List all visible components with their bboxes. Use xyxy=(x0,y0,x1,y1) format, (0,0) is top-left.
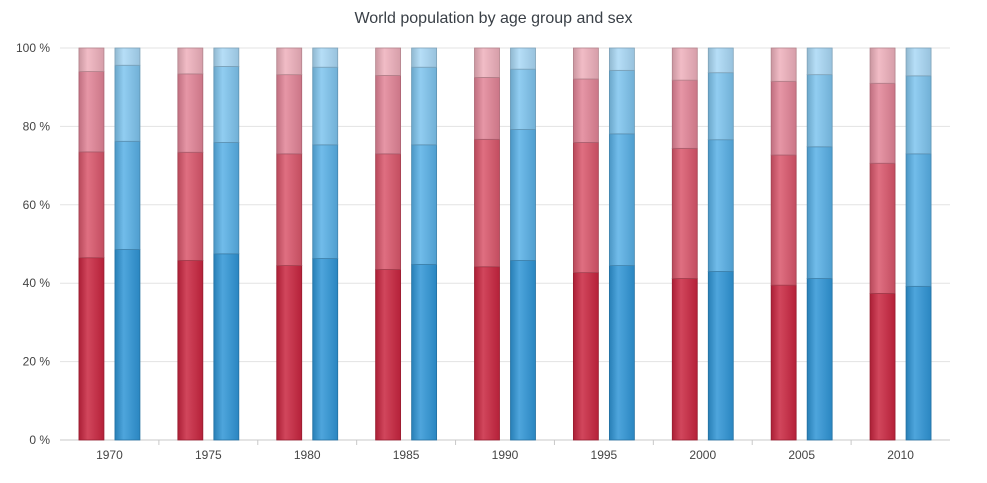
bar-segment xyxy=(572,272,599,441)
bar-segment xyxy=(671,147,698,279)
bar-segment xyxy=(905,153,932,287)
bar-segment xyxy=(474,266,500,441)
y-tick-label: 100 % xyxy=(16,41,50,55)
bar-segment xyxy=(276,47,303,76)
bar-segment xyxy=(312,66,339,146)
bar-segment xyxy=(770,47,797,82)
x-tick-label: 2000 xyxy=(689,448,716,462)
bar-segment xyxy=(411,66,438,146)
bar-segment xyxy=(770,284,797,441)
chart-title: World population by age group and sex xyxy=(354,10,633,27)
bar-segment xyxy=(375,47,402,76)
bar-segment xyxy=(78,71,105,153)
bar-segment xyxy=(806,74,833,148)
bar-segment xyxy=(905,75,932,155)
x-tick-label: 1980 xyxy=(294,448,321,462)
bar-segment xyxy=(276,265,303,441)
bar-segment xyxy=(411,263,438,441)
bar-segment xyxy=(770,80,797,156)
x-tick-label: 1990 xyxy=(492,448,519,462)
bar-segment xyxy=(572,47,599,80)
bar-segment xyxy=(806,146,833,279)
bar-segment xyxy=(671,278,698,441)
bar-segment xyxy=(510,47,536,70)
bar-segment xyxy=(177,47,204,75)
bar-segment xyxy=(114,64,141,142)
bar-segment xyxy=(770,154,797,286)
bar-segment xyxy=(411,144,438,265)
bar-segment xyxy=(375,269,402,441)
x-tick-label: 1975 xyxy=(195,448,222,462)
bar-segment xyxy=(572,142,599,274)
bar-segment xyxy=(905,47,932,77)
bar-segment xyxy=(114,249,141,441)
bar-segment xyxy=(213,142,240,255)
bar-segment xyxy=(411,47,438,68)
bar-segment xyxy=(869,162,896,294)
x-tick-label: 2010 xyxy=(887,448,914,462)
bar-segment xyxy=(905,285,932,441)
bar-segment xyxy=(608,133,635,266)
bar-segment xyxy=(375,153,402,270)
bar-segment xyxy=(707,139,734,272)
bar-segment xyxy=(707,47,734,74)
bar-segment xyxy=(213,253,240,441)
y-tick-label: 20 % xyxy=(23,355,51,369)
bar-segment xyxy=(312,47,339,68)
bar-segment xyxy=(474,47,500,78)
bar-segment xyxy=(213,66,240,143)
bar-segment xyxy=(78,257,105,441)
bar-segment xyxy=(78,151,105,259)
bar-segment xyxy=(608,47,635,71)
bar-segment xyxy=(510,68,536,130)
bar-segment xyxy=(276,74,303,155)
bar-segment xyxy=(312,258,339,441)
bar-segment xyxy=(869,47,896,84)
bar-segment xyxy=(78,47,105,72)
y-tick-label: 60 % xyxy=(23,198,51,212)
bar-segment xyxy=(806,278,833,441)
bar-segment xyxy=(177,151,204,261)
bar-segment xyxy=(312,144,339,259)
x-tick-label: 1985 xyxy=(393,448,420,462)
bar-segment xyxy=(177,260,204,441)
bar-segment xyxy=(114,140,141,250)
y-tick-label: 40 % xyxy=(23,276,51,290)
bar-segment xyxy=(671,47,698,81)
bar-segment xyxy=(177,73,204,153)
x-tick-label: 1970 xyxy=(96,448,123,462)
y-tick-label: 0 % xyxy=(29,433,50,447)
bar-segment xyxy=(707,72,734,141)
bar-segment xyxy=(510,129,536,261)
bar-segment xyxy=(572,78,599,143)
bar-segment xyxy=(869,82,896,164)
bar-segment xyxy=(276,153,303,266)
x-tick-label: 1995 xyxy=(591,448,618,462)
y-tick-label: 80 % xyxy=(23,119,51,133)
bar-segment xyxy=(671,79,698,149)
x-tick-label: 2005 xyxy=(788,448,815,462)
bar-segment xyxy=(114,47,141,66)
bar-segment xyxy=(510,260,536,441)
bar-segment xyxy=(707,271,734,441)
bar-segment xyxy=(608,69,635,135)
bar-segment xyxy=(375,75,402,155)
bar-segment xyxy=(474,77,500,140)
bar-segment xyxy=(474,138,500,268)
bar-segment xyxy=(608,265,635,441)
bar-segment xyxy=(213,47,240,67)
bar-segment xyxy=(869,292,896,441)
bar-segment xyxy=(806,47,833,76)
